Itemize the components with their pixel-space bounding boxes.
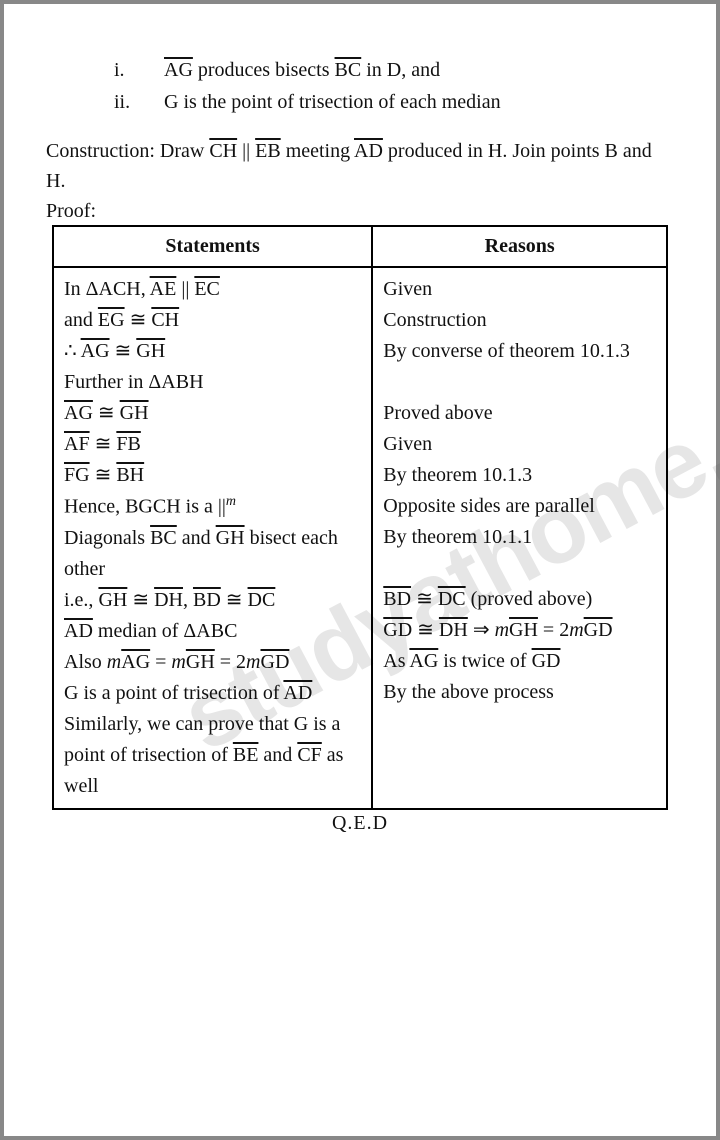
table-header-reasons: Reasons bbox=[372, 226, 667, 267]
reason-line: Opposite sides are parallel bbox=[383, 491, 656, 522]
reason-line: Given bbox=[383, 274, 656, 305]
reason-line: By theorem 10.1.3 bbox=[383, 460, 656, 491]
intro-item-text: AG produces bisects BC in D, and bbox=[164, 54, 440, 86]
proof-label: Proof: bbox=[46, 200, 668, 223]
statements-cell: In ΔACH, AE || ECand EG ≅ CH∴ AG ≅ GHFur… bbox=[53, 267, 372, 809]
page-content: i. AG produces bisects BC in D, and ii. … bbox=[4, 4, 716, 875]
reason-line: By theorem 10.1.1 bbox=[383, 522, 656, 553]
statement-line: i.e., GH ≅ DH, BD ≅ DC bbox=[64, 585, 361, 616]
proof-table: Statements Reasons In ΔACH, AE || ECand … bbox=[52, 225, 668, 810]
intro-item-text: G is the point of trisection of each med… bbox=[164, 86, 501, 118]
reason-line bbox=[383, 553, 656, 584]
construction-text: Construction: Draw CH || EB meeting AD p… bbox=[46, 136, 668, 196]
intro-item: i. AG produces bisects BC in D, and bbox=[114, 54, 668, 86]
statement-line: AF ≅ FB bbox=[64, 429, 361, 460]
statement-line: Similarly, we can prove that G is a poin… bbox=[64, 709, 361, 802]
statement-line: AG ≅ GH bbox=[64, 398, 361, 429]
reason-line: BD ≅ DC (proved above) bbox=[383, 584, 656, 615]
intro-item-number: i. bbox=[114, 54, 140, 86]
reason-line: Proved above bbox=[383, 398, 656, 429]
reason-line: By the above process bbox=[383, 677, 656, 708]
statement-line: ∴ AG ≅ GH bbox=[64, 336, 361, 367]
reason-line: By converse of theorem 10.1.3 bbox=[383, 336, 656, 367]
statement-line: and EG ≅ CH bbox=[64, 305, 361, 336]
statement-line: Hence, BGCH is a ||m bbox=[64, 491, 361, 523]
statement-line: G is a point of trisection of AD bbox=[64, 678, 361, 709]
intro-list: i. AG produces bisects BC in D, and ii. … bbox=[52, 54, 668, 118]
reason-line: Given bbox=[383, 429, 656, 460]
intro-item-number: ii. bbox=[114, 86, 140, 118]
qed-label: Q.E.D bbox=[52, 812, 668, 835]
statement-line: In ΔACH, AE || EC bbox=[64, 274, 361, 305]
reason-line bbox=[383, 367, 656, 398]
table-header-statements: Statements bbox=[53, 226, 372, 267]
statement-line: Further in ΔABH bbox=[64, 367, 361, 398]
reason-line: GD ≅ DH ⇒ mGH = 2mGD bbox=[383, 615, 656, 646]
reasons-cell: GivenConstructionBy converse of theorem … bbox=[372, 267, 667, 809]
intro-item: ii. G is the point of trisection of each… bbox=[114, 86, 668, 118]
statement-line: Diagonals BC and GH bisect each other bbox=[64, 523, 361, 585]
statement-line: AD median of ΔABC bbox=[64, 616, 361, 647]
reason-line: As AG is twice of GD bbox=[383, 646, 656, 677]
statement-line: FG ≅ BH bbox=[64, 460, 361, 491]
statement-line: Also mAG = mGH = 2mGD bbox=[64, 647, 361, 678]
reason-line: Construction bbox=[383, 305, 656, 336]
